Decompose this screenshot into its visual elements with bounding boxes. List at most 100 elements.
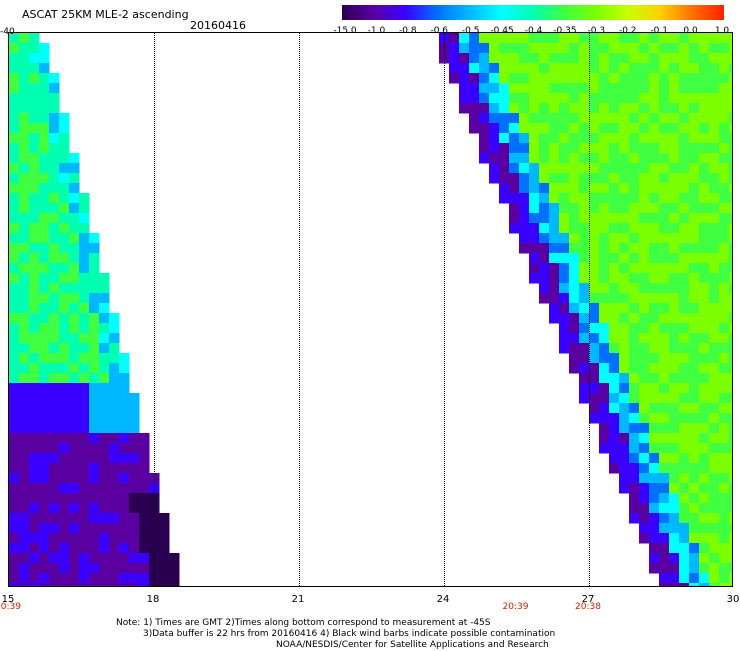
wind-cell <box>679 213 690 224</box>
wind-cell <box>649 313 660 324</box>
wind-cell <box>169 583 180 586</box>
wind-cell <box>489 153 500 164</box>
wind-cell <box>639 333 650 344</box>
wind-cell <box>689 483 700 494</box>
wind-cell <box>479 133 490 144</box>
wind-cell <box>659 293 670 304</box>
wind-cell <box>629 483 640 494</box>
wind-cell <box>569 203 580 214</box>
wind-cell <box>709 243 720 254</box>
wind-cell <box>709 443 720 454</box>
wind-cell <box>709 143 720 154</box>
wind-cell <box>69 263 80 274</box>
wind-cell <box>69 433 80 444</box>
wind-cell <box>679 383 690 394</box>
wind-cell <box>639 483 650 494</box>
wind-cell <box>549 193 560 204</box>
wind-cell <box>659 243 670 254</box>
wind-cell <box>649 523 660 534</box>
footnote: Note: 1) Times are GMT 2)Times along bot… <box>116 618 555 651</box>
wind-cell <box>539 213 550 224</box>
wind-cell <box>9 83 20 94</box>
wind-cell <box>89 403 100 414</box>
wind-cell <box>649 393 660 404</box>
wind-cell <box>679 373 690 384</box>
wind-cell <box>699 273 710 284</box>
wind-cell <box>599 363 610 374</box>
wind-cell <box>729 443 732 454</box>
wind-cell <box>49 223 60 234</box>
wind-cell <box>469 93 480 104</box>
wind-cell <box>479 73 490 84</box>
wind-cell <box>49 423 60 434</box>
wind-cell <box>639 373 650 384</box>
wind-cell <box>89 533 100 544</box>
wind-cell <box>719 243 730 254</box>
wind-cell <box>29 503 40 514</box>
wind-cell <box>99 543 110 554</box>
longitude-label: 24 <box>436 594 450 605</box>
wind-cell <box>719 183 730 194</box>
wind-cell <box>679 243 690 254</box>
wind-cell <box>569 73 580 84</box>
wind-cell <box>619 163 630 174</box>
wind-cell <box>629 103 640 114</box>
wind-cell <box>649 383 660 394</box>
wind-cell <box>719 263 730 274</box>
wind-cell <box>589 323 600 334</box>
wind-cell <box>59 133 70 144</box>
wind-cell <box>689 453 700 464</box>
wind-cell <box>69 493 80 504</box>
wind-cell <box>629 43 640 54</box>
wind-cell <box>69 393 80 404</box>
wind-cell <box>629 333 640 344</box>
wind-cell <box>569 323 580 334</box>
wind-cell <box>69 283 80 294</box>
wind-cell <box>139 493 150 504</box>
wind-cell <box>559 63 570 74</box>
wind-cell <box>139 443 150 454</box>
wind-cell <box>69 213 80 224</box>
wind-cell <box>69 583 80 586</box>
wind-cell <box>509 173 520 184</box>
wind-cell <box>459 43 470 54</box>
wind-cell <box>29 273 40 284</box>
wind-cell <box>69 183 80 194</box>
wind-cell <box>649 423 660 434</box>
wind-cell <box>709 203 720 214</box>
wind-cell <box>29 283 40 294</box>
wind-cell <box>679 53 690 64</box>
wind-cell <box>39 283 50 294</box>
wind-cell <box>39 93 50 104</box>
wind-cell <box>579 93 590 104</box>
wind-cell <box>629 423 640 434</box>
wind-cell <box>649 253 660 264</box>
wind-cell <box>599 43 610 54</box>
wind-cell <box>639 213 650 224</box>
wind-cell <box>99 313 110 324</box>
wind-cell <box>539 73 550 84</box>
wind-cell <box>649 343 660 354</box>
wind-cell <box>499 63 510 74</box>
wind-cell <box>69 463 80 474</box>
wind-cell <box>159 523 170 534</box>
wind-cell <box>39 353 50 364</box>
wind-cell <box>49 183 60 194</box>
wind-cell <box>59 523 70 534</box>
wind-cell <box>649 463 660 474</box>
wind-cell <box>169 553 180 564</box>
wind-cell <box>79 303 90 314</box>
wind-cell <box>659 383 670 394</box>
wind-cell <box>619 293 630 304</box>
wind-cell <box>29 363 40 374</box>
wind-cell <box>639 173 650 184</box>
wind-cell <box>619 283 630 294</box>
wind-cell <box>489 123 500 134</box>
wind-cell <box>689 333 700 344</box>
wind-cell <box>649 83 660 94</box>
wind-cell <box>639 283 650 294</box>
wind-cell <box>629 163 640 174</box>
wind-cell <box>499 53 510 64</box>
wind-cell <box>709 473 720 484</box>
wind-cell <box>609 63 620 74</box>
